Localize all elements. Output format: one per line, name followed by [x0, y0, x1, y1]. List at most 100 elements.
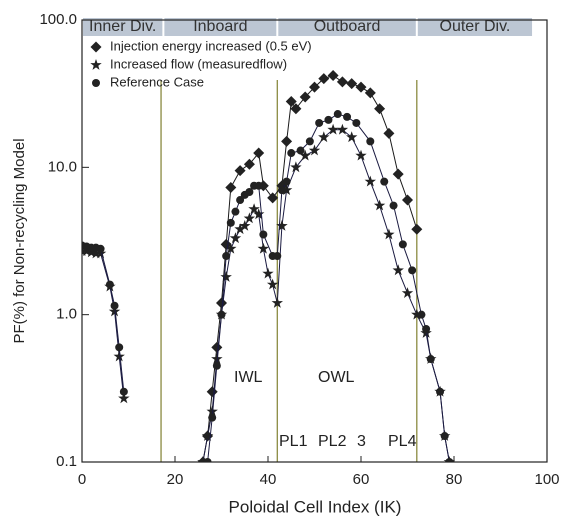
x-tick-label: 0: [78, 471, 86, 488]
legend-label: Increased flow (measuredflow): [110, 56, 287, 71]
annotation: OWL: [318, 369, 355, 386]
data-point: [108, 305, 121, 317]
data-point: [440, 432, 449, 441]
data-point: [383, 127, 395, 139]
data-point: [225, 181, 237, 193]
data-point: [308, 144, 321, 156]
data-point: [243, 158, 255, 170]
data-point: [346, 78, 358, 90]
data-point: [277, 186, 286, 195]
data-point: [119, 387, 128, 396]
region-band: [164, 18, 277, 36]
series-line: [82, 129, 450, 462]
data-point: [282, 177, 291, 186]
data-point: [315, 118, 324, 127]
data-point: [203, 458, 212, 462]
data-point: [383, 228, 395, 240]
data-point: [212, 361, 221, 370]
data-point: [96, 244, 105, 253]
data-point: [90, 247, 102, 259]
x-axis-label: Poloidal Cell Index (IK): [229, 497, 402, 516]
data-point: [271, 297, 283, 308]
data-point: [305, 137, 314, 146]
data-point: [290, 161, 302, 173]
data-point: [115, 343, 124, 352]
data-point: [366, 137, 375, 146]
data-point: [234, 223, 246, 235]
data-point: [287, 149, 296, 158]
data-point: [259, 230, 268, 239]
data-point: [422, 324, 431, 333]
data-point: [389, 201, 398, 210]
data-point: [266, 278, 279, 290]
data-point: [336, 76, 348, 88]
data-point: [392, 168, 404, 180]
series-line: [82, 113, 450, 462]
data-point: [217, 310, 226, 319]
data-point: [94, 247, 107, 259]
plot-frame: [81, 19, 548, 463]
data-point: [296, 146, 305, 155]
data-point: [333, 110, 342, 119]
data-point: [346, 131, 358, 143]
y-tick-label: 10.0: [48, 158, 77, 175]
data-point: [105, 280, 114, 289]
region-band: [417, 18, 533, 36]
data-point: [352, 118, 361, 127]
data-point: [208, 413, 217, 422]
data-point: [276, 220, 288, 231]
data-point: [290, 103, 302, 115]
legend-label: Reference Case: [110, 74, 204, 89]
annotation: IWL: [234, 369, 263, 386]
annotation: PL4: [388, 433, 417, 450]
data-point: [234, 165, 246, 177]
data-point: [211, 341, 223, 353]
data-point: [309, 81, 320, 93]
annotation: PL2: [318, 433, 347, 450]
data-point: [355, 149, 367, 161]
data-point: [206, 405, 218, 417]
data-point: [280, 184, 293, 195]
data-point: [408, 266, 417, 275]
data-point: [373, 199, 386, 211]
data-point: [229, 232, 242, 244]
data-point: [281, 135, 293, 147]
legend-label: Injection energy increased (0.5 eV): [110, 38, 312, 53]
data-point: [257, 242, 270, 254]
data-point: [118, 392, 130, 404]
data-point: [380, 177, 389, 186]
data-point: [401, 287, 414, 298]
region-band: [83, 18, 163, 36]
legend-marker: [90, 59, 102, 70]
data-point: [243, 212, 256, 224]
data-point: [267, 192, 279, 204]
data-point: [248, 203, 260, 214]
data-point: [236, 196, 245, 205]
x-tick-label: 100: [534, 471, 559, 488]
data-point: [445, 458, 454, 462]
legend-marker: [90, 41, 102, 53]
y-axis-label: PF(%) for Non-recycling Model: [11, 138, 28, 343]
y-tick-label: 0.1: [56, 453, 77, 470]
legend-marker: [92, 79, 100, 87]
annotation: 3: [357, 433, 366, 450]
data-point: [299, 91, 311, 103]
data-point: [253, 208, 265, 220]
data-point: [113, 350, 125, 362]
y-tick-label: 100.0: [39, 11, 77, 28]
data-point: [262, 267, 274, 279]
data-point: [324, 115, 333, 124]
data-point: [216, 297, 227, 309]
region-label: Inner Div.: [89, 18, 156, 35]
data-point: [220, 271, 232, 282]
data-point: [327, 70, 339, 82]
data-point: [355, 81, 367, 93]
data-point: [336, 123, 349, 135]
data-point: [239, 220, 251, 231]
data-point: [364, 87, 376, 99]
data-point: [343, 112, 352, 121]
data-point: [417, 310, 426, 319]
data-point: [426, 355, 435, 364]
data-point: [225, 242, 237, 254]
